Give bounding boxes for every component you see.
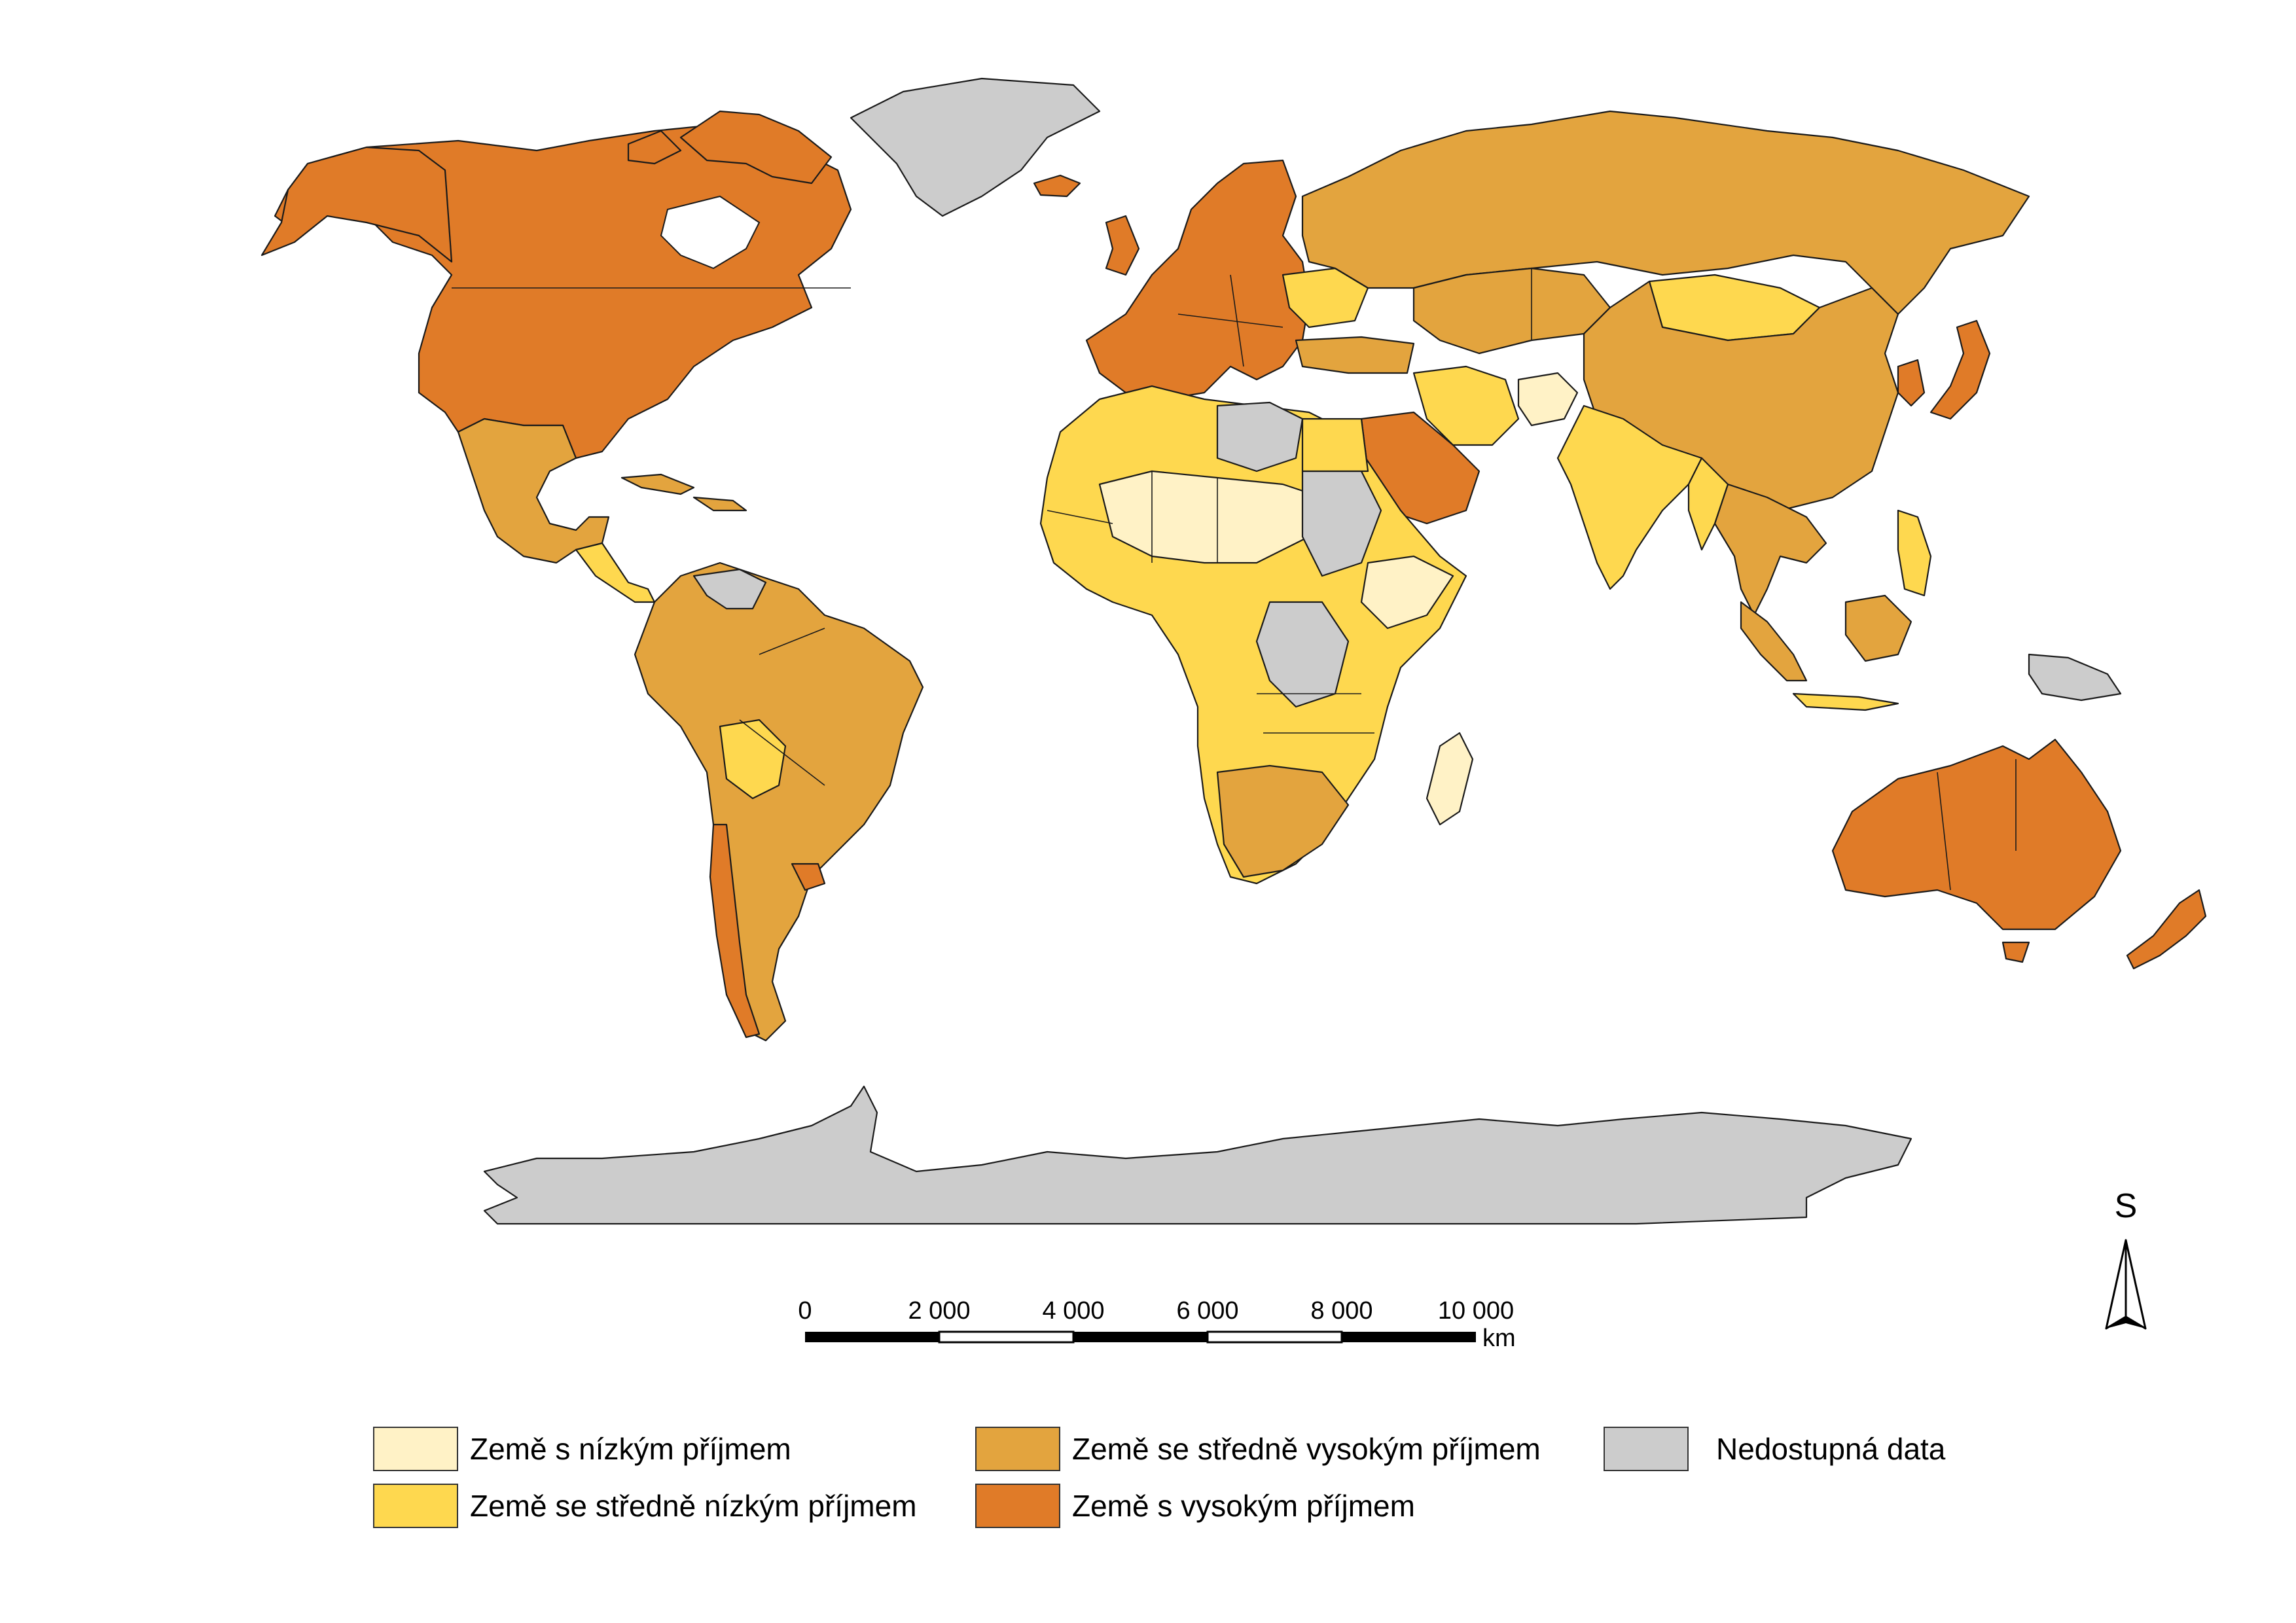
region-chile <box>709 823 761 1039</box>
region-australia <box>1831 738 2122 931</box>
legend-item-lower-middle: Země se středně nízkým příjmem <box>373 1484 917 1528</box>
region-turkey <box>1295 336 1415 374</box>
region-caribbean-2 <box>692 496 747 512</box>
north-label: S <box>2115 1187 2138 1225</box>
scale-tick-10000: 10 000 <box>1438 1297 1514 1325</box>
region-russia <box>1301 110 2030 315</box>
region-arctic-islands <box>679 110 833 185</box>
region-se-asia <box>1713 483 1827 616</box>
region-southern-africa <box>1216 764 1350 878</box>
region-antarctica <box>483 1085 1912 1225</box>
region-caribbean <box>620 473 695 495</box>
region-central-america <box>575 542 656 603</box>
region-indonesia-java <box>1792 692 1899 711</box>
region-arctic-islands-2 <box>627 130 682 165</box>
legend-label-high: Země s vysokým příjmem <box>1072 1489 1415 1523</box>
legend-label-upper-middle: Země se středně vysokým příjmem <box>1072 1432 1541 1466</box>
region-south-america <box>634 562 924 1042</box>
region-iran <box>1412 365 1520 446</box>
hudson-bay <box>660 195 761 270</box>
scale-tick-6000: 6 000 <box>1176 1297 1238 1325</box>
region-myanmar <box>1687 457 1729 551</box>
legend: Země s nízkým příjmem Země se středně ní… <box>367 1420 2003 1538</box>
north-arrow-icon: S <box>2105 1187 2147 1330</box>
region-new-zealand <box>2126 889 2207 970</box>
legend-item-upper-middle: Země se středně vysokým příjmem <box>975 1427 1541 1471</box>
region-central-asia <box>1412 267 1611 355</box>
scale-tick-4000: 4 000 <box>1042 1297 1104 1325</box>
scale-bar: 0 2 000 4 000 6 000 8 000 10 000 km <box>798 1297 1515 1352</box>
region-japan <box>1929 319 1991 420</box>
scale-tick-2000: 2 000 <box>908 1297 970 1325</box>
region-tasmania <box>2001 941 2030 963</box>
region-new-guinea <box>2028 653 2122 702</box>
scale-unit: km <box>1482 1325 1516 1352</box>
legend-item-high: Země s vysokým příjmem <box>975 1484 1415 1528</box>
legend-label-no-data: Nedostupná data <box>1716 1432 1946 1466</box>
region-bolivia <box>719 719 787 800</box>
legend-label-low: Země s nízkým příjmem <box>470 1432 791 1466</box>
region-east-africa <box>1360 555 1454 630</box>
legend-swatch-lower-middle <box>373 1484 458 1528</box>
legend-swatch-upper-middle <box>975 1427 1060 1471</box>
scale-tick-8000: 8 000 <box>1310 1297 1372 1325</box>
region-indonesia-borneo <box>1844 594 1912 662</box>
region-madagascar <box>1426 732 1474 826</box>
region-uruguay <box>791 863 826 891</box>
region-iceland <box>1033 174 1081 198</box>
region-mexico <box>457 418 610 564</box>
region-philippines <box>1897 509 1932 597</box>
legend-item-low: Země s nízkým příjmem <box>373 1427 791 1471</box>
region-greenland <box>850 77 1101 217</box>
region-europe <box>1085 159 1310 401</box>
region-uk <box>1105 215 1140 276</box>
region-egypt <box>1301 418 1369 473</box>
legend-swatch-low <box>373 1427 458 1471</box>
scale-tick-0: 0 <box>798 1297 812 1325</box>
legend-swatch-high <box>975 1484 1060 1528</box>
region-korea <box>1897 359 1926 407</box>
region-venezuela <box>692 568 767 610</box>
legend-swatch-no-data <box>1604 1427 1689 1471</box>
region-alaska <box>260 146 453 263</box>
legend-label-lower-middle: Země se středně nízkým příjmem <box>470 1489 917 1523</box>
country-borders <box>444 169 2017 891</box>
region-india <box>1556 404 1703 590</box>
region-afghanistan <box>1517 372 1579 427</box>
region-libya <box>1216 401 1304 473</box>
region-indonesia-sumatra <box>1740 601 1808 682</box>
legend-item-no-data: Nedostupná data <box>1604 1427 1945 1471</box>
region-drc <box>1255 601 1350 708</box>
